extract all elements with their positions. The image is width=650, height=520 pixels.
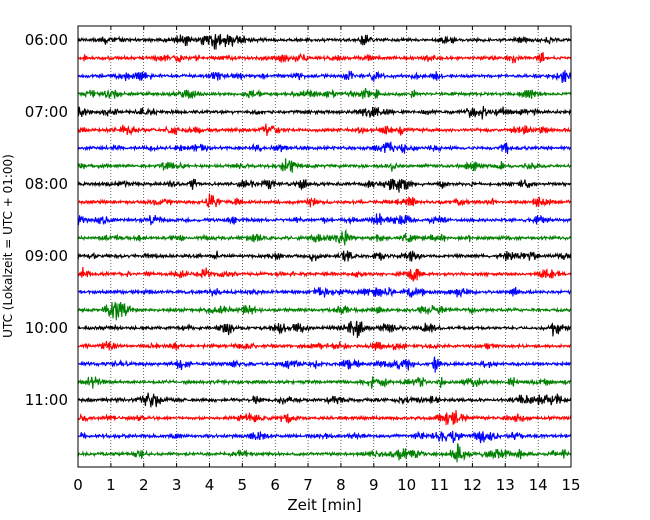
x-tick-label: 4 [205,476,215,494]
trace-0830 [77,213,572,226]
x-tick-label: 0 [73,476,83,494]
x-axis: 0 1 2 3 4 5 6 7 8 9 10 11 12 13 14 15 [73,26,581,494]
trace-1030 [77,356,572,373]
x-tick-label: 14 [529,476,548,494]
trace-1130 [77,430,572,444]
x-tick-label: 11 [430,476,449,494]
trace-0900 [77,250,572,262]
y-tick-label: 06:00 [25,31,68,49]
trace-1100 [77,392,572,408]
x-tick-label: 6 [270,476,280,494]
trace-0845 [77,228,572,246]
x-tick-label: 3 [172,476,182,494]
y-tick-label: 09:00 [25,247,68,265]
y-tick-label: 07:00 [25,103,68,121]
trace-0645 [77,87,572,100]
y-tick-label: 11:00 [25,391,68,409]
x-tick-label: 7 [303,476,313,494]
x-tick-label: 13 [496,476,515,494]
trace-1115 [77,409,572,426]
y-axis: 06:00 07:00 08:00 09:00 10:00 11:00 [25,31,571,409]
x-tick-label: 10 [397,476,416,494]
y-tick-label: 08:00 [25,175,68,193]
trace-1045 [77,376,572,389]
trace-0915 [77,266,572,282]
x-axis-label: Zeit [min] [287,496,361,514]
trace-1145 [77,443,572,463]
x-tick-label: 15 [561,476,580,494]
trace-0730 [77,141,572,155]
trace-0945 [77,301,572,321]
trace-0630 [77,70,572,83]
trace-0745 [77,158,572,173]
x-tick-label: 12 [463,476,482,494]
traces [77,33,572,463]
trace-0715 [77,123,572,137]
trace-1015 [77,340,572,351]
x-tick-label: 9 [369,476,379,494]
x-tick-label: 1 [106,476,116,494]
trace-1000 [77,320,572,338]
trace-0930 [77,286,572,299]
y-axis-label: UTC (Lokalzeit = UTC + 01:00) [1,154,15,338]
trace-0615 [77,52,572,64]
trace-0700 [77,105,572,120]
x-tick-label: 2 [139,476,149,494]
plot-frame [77,25,572,468]
trace-0600 [77,33,572,50]
x-tick-label: 8 [336,476,346,494]
y-tick-label: 10:00 [25,319,68,337]
trace-0815 [77,193,572,208]
trace-0800 [77,178,572,193]
x-tick-label: 5 [238,476,248,494]
